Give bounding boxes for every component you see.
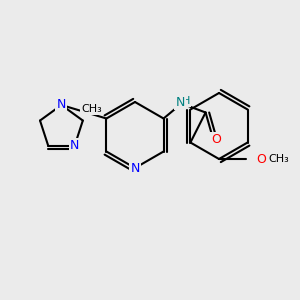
Text: O: O bbox=[211, 133, 221, 146]
Text: H: H bbox=[182, 95, 190, 106]
Text: N: N bbox=[176, 95, 185, 109]
Text: N: N bbox=[57, 98, 66, 112]
Text: O: O bbox=[256, 152, 266, 166]
Text: CH₃: CH₃ bbox=[81, 103, 102, 113]
Text: N: N bbox=[130, 161, 140, 175]
Text: N: N bbox=[70, 139, 79, 152]
Text: CH₃: CH₃ bbox=[268, 154, 290, 164]
